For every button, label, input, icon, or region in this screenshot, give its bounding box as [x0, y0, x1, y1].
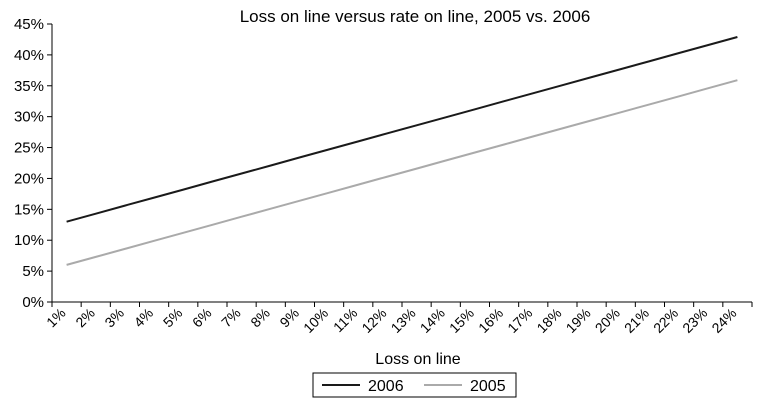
- x-tick-label: 16%: [475, 305, 506, 336]
- legend-label-2006: 2006: [368, 378, 404, 395]
- x-tick-label: 22%: [650, 305, 681, 336]
- x-axis-label: Loss on line: [375, 351, 460, 368]
- x-tick-label: 11%: [330, 305, 360, 335]
- x-tick-label: 19%: [563, 305, 594, 336]
- x-tick-label: 17%: [504, 305, 535, 336]
- x-tick-label: 9%: [276, 305, 302, 331]
- x-tick-label: 12%: [358, 305, 389, 336]
- series-line-2006: [66, 36, 738, 223]
- y-tick-label: 25%: [14, 140, 44, 157]
- x-axis-ticks: 1% 2% 3% 4% 5% 6% 7% 8% 9%10%11%12%13%14%15%16%1…: [43, 302, 753, 336]
- legend-label-2005: 2005: [470, 378, 506, 395]
- x-tick-label: 5%: [160, 305, 186, 331]
- y-axis-ticks: 0% 5% 10% 15% 20% 25% 30% 35% 40% 45%: [14, 16, 52, 311]
- y-tick-label: 40%: [14, 47, 44, 64]
- x-tick-label: 23%: [679, 305, 710, 336]
- y-tick-label: 35%: [14, 78, 44, 95]
- x-tick-label: 3%: [101, 305, 127, 331]
- y-tick-label: 45%: [14, 16, 44, 33]
- x-tick-label: 18%: [533, 305, 564, 336]
- chart-title: Loss on line versus rate on line, 2005 v…: [240, 7, 591, 26]
- x-tick-label: 2%: [72, 305, 98, 331]
- x-tick-label: 24%: [708, 305, 739, 336]
- x-tick-label: 8%: [247, 305, 273, 331]
- y-tick-label: 10%: [14, 232, 44, 249]
- x-tick-label: 10%: [300, 305, 331, 336]
- series-line-2005: [66, 79, 738, 266]
- x-tick-label: 20%: [592, 305, 623, 336]
- series-lines: [66, 36, 738, 266]
- x-tick-label: 4%: [131, 305, 157, 331]
- x-tick-label: 13%: [388, 305, 419, 336]
- x-tick-label: 14%: [417, 305, 448, 336]
- x-tick-label: 1%: [43, 305, 69, 331]
- y-tick-label: 15%: [14, 201, 44, 218]
- legend: 2006 2005: [312, 372, 517, 398]
- y-tick-label: 0%: [22, 294, 44, 311]
- x-tick-label: 6%: [189, 305, 215, 331]
- y-tick-label: 20%: [14, 170, 44, 187]
- axes: [51, 24, 752, 303]
- y-tick-label: 30%: [14, 109, 44, 126]
- x-tick-label: 15%: [446, 305, 477, 336]
- y-tick-label: 5%: [22, 263, 44, 280]
- x-tick-label: 7%: [218, 305, 244, 331]
- x-tick-label: 21%: [621, 305, 652, 336]
